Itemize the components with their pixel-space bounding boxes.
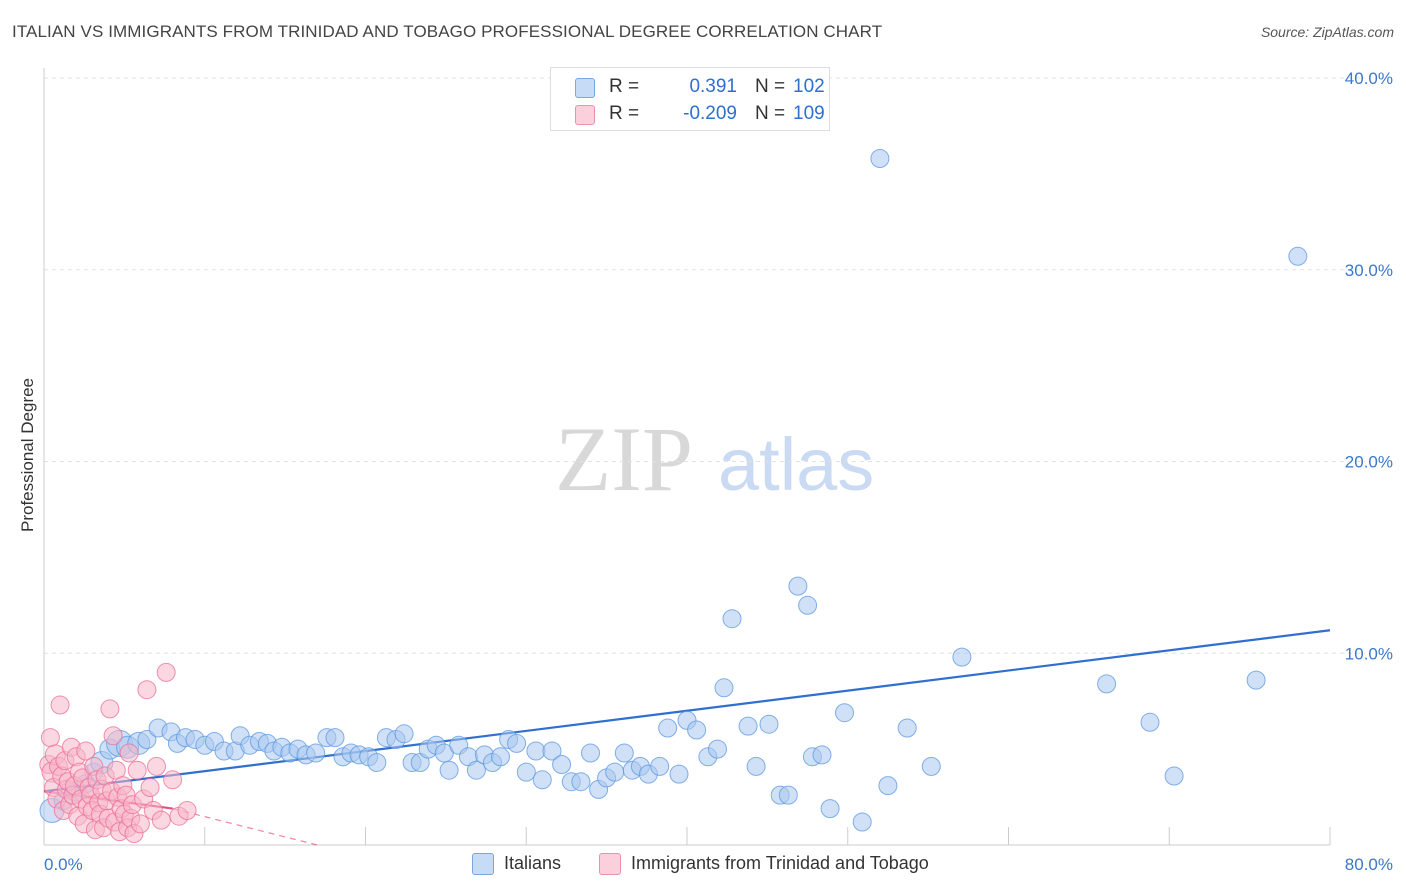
trinidad-point	[177, 801, 197, 820]
r-label: R =	[609, 103, 640, 124]
trinidad-point	[151, 810, 171, 830]
italians-point	[738, 716, 758, 736]
italians-point	[669, 764, 689, 784]
italians-point	[878, 776, 898, 796]
italians-trend-line	[43, 629, 1331, 793]
trinidad-point	[137, 680, 157, 700]
italians-point	[507, 733, 527, 753]
trinidad-point	[76, 741, 96, 761]
trinidad-point	[100, 699, 120, 719]
italians-point	[798, 595, 818, 615]
italians-point	[759, 714, 779, 734]
italians-point	[532, 770, 552, 790]
italians-point	[552, 755, 572, 774]
trinidad-point	[50, 695, 70, 715]
trinidad-n-value: 109	[793, 103, 825, 124]
italians-point	[658, 718, 678, 738]
italians-point	[852, 812, 872, 832]
italians-point	[687, 720, 707, 740]
italians-point	[870, 149, 890, 168]
trinidad-point	[40, 728, 60, 748]
watermark-atlas: atlas	[718, 423, 874, 506]
y-tick-label: 20.0%	[1345, 453, 1393, 472]
trinidad-swatch	[575, 105, 595, 125]
italians-point	[439, 760, 459, 780]
italians-point	[614, 743, 634, 763]
trinidad-legend-swatch	[599, 853, 621, 875]
italians-point	[650, 756, 670, 776]
italians-point	[897, 718, 917, 738]
stats-legend: R = 0.391 N = 102 R = -0.209 N = 109	[550, 67, 830, 131]
italians-point	[708, 739, 727, 759]
italians-point	[367, 753, 387, 772]
trinidad-r-value: -0.209	[683, 103, 737, 124]
italians-point	[788, 576, 808, 596]
r-label: R =	[609, 76, 640, 97]
italians-point	[1288, 246, 1308, 266]
italians-point	[952, 647, 972, 667]
italians-point	[137, 730, 157, 749]
chart-title: ITALIAN VS IMMIGRANTS FROM TRINIDAD AND …	[12, 22, 883, 41]
italians-point	[1097, 674, 1117, 694]
italians-point	[516, 762, 536, 782]
italians-point	[714, 678, 734, 698]
italians-point	[581, 743, 600, 763]
italians-point	[778, 785, 798, 805]
watermark: ZIP atlas	[555, 408, 874, 510]
italians-n-value: 102	[793, 76, 825, 97]
y-tick-label: 40.0%	[1345, 69, 1393, 88]
x-tick-label: 80.0%	[1345, 855, 1393, 874]
trinidad-point	[147, 756, 166, 776]
series-legend: Italians Immigrants from Trinidad and To…	[472, 852, 992, 876]
italians-point	[722, 609, 742, 629]
italians-r-value: 0.391	[689, 76, 737, 97]
x-tick-label: 0.0%	[44, 855, 83, 874]
trinidad-point	[163, 770, 183, 790]
italians-point	[1140, 712, 1160, 732]
y-tick-label: 10.0%	[1345, 644, 1393, 663]
italians-point	[526, 741, 546, 761]
watermark-zip: ZIP	[555, 408, 693, 510]
italians-point	[820, 799, 840, 819]
italians-point	[491, 747, 510, 767]
trinidad-point	[103, 726, 123, 746]
italians-swatch	[575, 78, 595, 98]
trinidad-point	[127, 760, 147, 780]
trinidad-trend-extension	[172, 807, 318, 846]
italians-point	[1164, 766, 1184, 786]
italians-point	[921, 756, 941, 776]
italians-point	[394, 724, 414, 744]
trinidad-legend-label: Immigrants from Trinidad and Tobago	[631, 853, 929, 873]
italians-point	[746, 756, 766, 776]
italians-point	[835, 703, 854, 723]
n-label: N =	[755, 103, 786, 124]
trinidad-point	[119, 743, 139, 763]
italians-legend-label: Italians	[504, 853, 562, 873]
trinidad-point	[156, 662, 176, 682]
italians-point	[466, 760, 486, 780]
n-label: N =	[755, 76, 786, 97]
italians-legend-swatch	[472, 853, 494, 875]
trinidad-point	[130, 814, 150, 834]
italians-point	[325, 728, 345, 748]
italians-point	[605, 762, 625, 782]
trinidad-point	[140, 778, 160, 797]
italians-point	[306, 743, 326, 763]
source-credit: Source: ZipAtlas.com	[1260, 24, 1394, 40]
italians-point	[812, 745, 832, 765]
y-tick-label: 30.0%	[1345, 261, 1393, 280]
italians-point	[542, 741, 562, 761]
italians-point	[571, 772, 591, 792]
italians-point	[1246, 670, 1266, 690]
